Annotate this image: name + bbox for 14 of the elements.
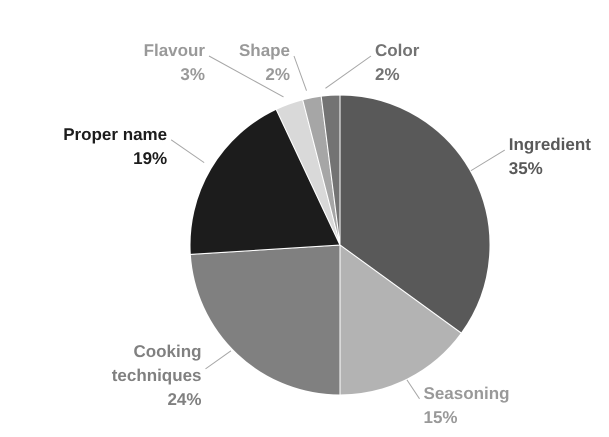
data-label: 24%	[167, 390, 202, 409]
slice-label: Shape	[238, 41, 290, 60]
slice-label: Proper name	[63, 124, 168, 144]
data-label: 35%	[508, 159, 543, 178]
data-label: 3%	[180, 65, 205, 84]
slice-label: Seasoning	[424, 384, 510, 403]
slice-label: Ingredient	[508, 135, 592, 154]
slice-label: Color	[375, 41, 420, 60]
slice-label: Flavour	[144, 41, 206, 60]
slice-label: Cooking techniques	[112, 342, 202, 385]
data-label: 2%	[375, 65, 400, 84]
data-label: 19%	[133, 148, 168, 168]
data-label: 2%	[265, 65, 290, 84]
data-label: 15%	[424, 408, 458, 427]
